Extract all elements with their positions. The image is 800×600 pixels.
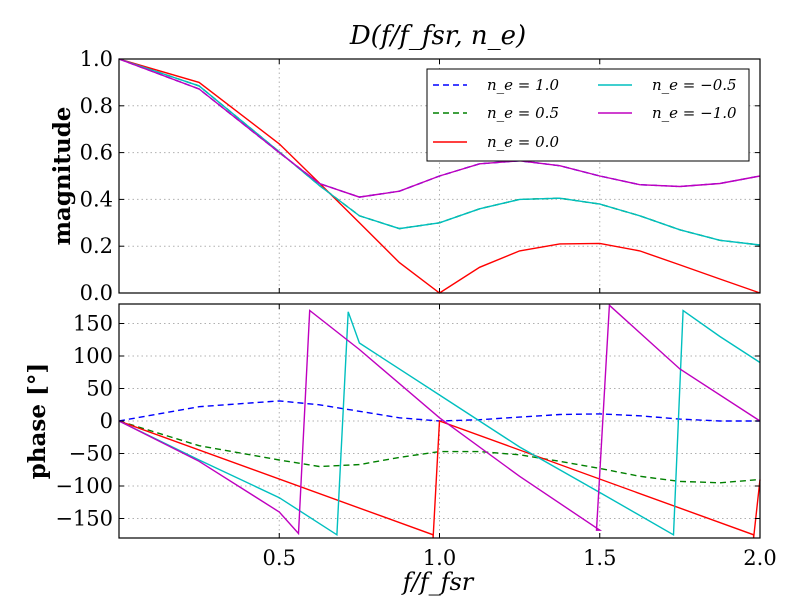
legend-label: n_e = −0.5: [652, 76, 737, 94]
legend-entry: n_e = −1.0: [598, 104, 737, 122]
magnitude-y-ticks: 0.0 0.2 0.4 0.6 0.8 1.0: [80, 47, 760, 305]
phase-y-ticks: −150 −100 −50 0 50 100 150: [55, 312, 760, 531]
legend-label: n_e = −1.0: [652, 104, 737, 122]
phase-x-ticks: 0.5 1.0 1.5 2.0: [263, 304, 777, 570]
chart-title: D(f/f_fsr, n_e): [349, 21, 526, 51]
x-tick-label: 1.0: [423, 546, 456, 570]
y-tick-label: 0.2: [80, 234, 113, 258]
x-tick-label: 1.5: [583, 546, 616, 570]
legend-frame: [426, 68, 750, 162]
magnitude-panel: 0.0 0.2 0.4 0.6 0.8 1.0 magnitude n_e = 1.0 n…: [49, 47, 761, 305]
phase-panel: −150 −100 −50 0 50 100 150 0.5 1.0 1.5 2.0 phase …: [24, 303, 777, 596]
legend: n_e = 1.0 n_e = 0.5 n_e = 0.0 n_e = −0.5…: [426, 68, 750, 162]
series-line: [118, 303, 761, 536]
legend-label: n_e = 0.5: [487, 104, 559, 122]
legend-label: n_e = 0.0: [487, 133, 559, 151]
series-line: [118, 309, 761, 537]
magnitude-y-label: magnitude: [49, 107, 76, 246]
series-line: [118, 58, 761, 198]
magnitude-series: [118, 58, 761, 294]
legend-entry: n_e = 1.0: [433, 76, 559, 94]
legend-label: n_e = 1.0: [487, 76, 559, 94]
magnitude-frame: [118, 58, 761, 294]
phase-x-label: f/f_fsr: [401, 568, 475, 596]
phase-series: [118, 303, 761, 539]
y-tick-label: 0.0: [80, 281, 113, 305]
series-line: [118, 58, 761, 294]
phase-y-label: phase [°]: [24, 363, 51, 480]
legend-entry: n_e = −0.5: [598, 76, 737, 94]
legend-entry: n_e = 0.5: [433, 104, 559, 122]
x-tick-label: 0.5: [263, 546, 296, 570]
y-tick-label: 150: [73, 312, 113, 336]
y-tick-label: 100: [73, 344, 113, 368]
y-tick-label: −50: [69, 442, 113, 466]
y-tick-label: 1.0: [80, 47, 113, 71]
y-tick-label: −150: [55, 507, 113, 531]
y-tick-label: 50: [86, 377, 113, 401]
y-tick-label: 0.6: [80, 141, 113, 165]
y-tick-label: −100: [55, 474, 113, 498]
series-line: [118, 400, 760, 422]
y-tick-label: 0: [100, 409, 113, 433]
y-tick-label: 0.8: [80, 94, 113, 118]
x-tick-label: 2.0: [743, 546, 776, 570]
legend-entry: n_e = 0.0: [433, 133, 559, 151]
y-tick-label: 0.4: [80, 187, 113, 211]
